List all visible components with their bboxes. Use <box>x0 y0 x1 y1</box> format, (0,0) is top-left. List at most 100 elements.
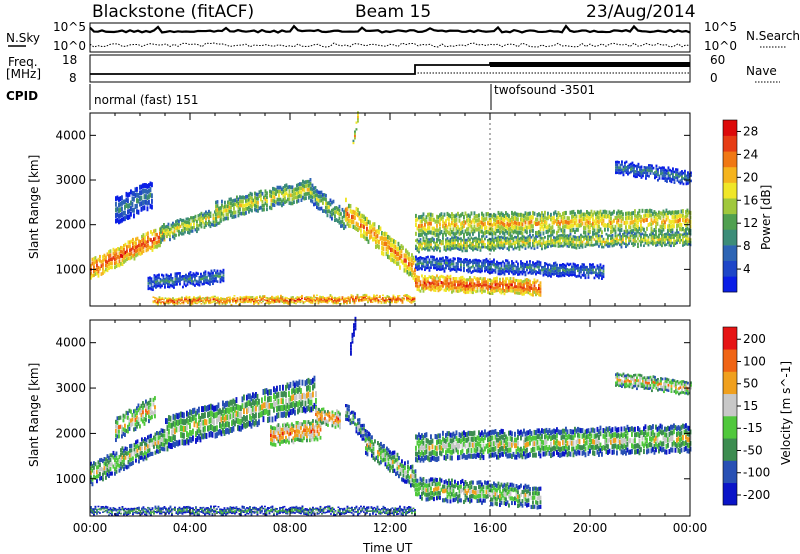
range-cell <box>190 298 192 301</box>
range-cell <box>662 227 665 232</box>
range-cell <box>542 273 545 277</box>
range-cell <box>179 280 181 283</box>
range-cell <box>511 237 513 241</box>
range-cell <box>165 281 168 285</box>
range-cell <box>422 216 425 221</box>
range-cell <box>203 277 205 280</box>
range-cell <box>188 228 191 232</box>
range-cell <box>215 274 217 277</box>
range-cell <box>136 203 138 209</box>
range-cell <box>680 227 683 232</box>
range-cell <box>479 265 482 268</box>
range-cell <box>179 298 182 301</box>
range-cell <box>503 267 506 271</box>
range-cell <box>156 232 158 237</box>
range-cell <box>521 289 524 293</box>
range-cell <box>455 217 458 222</box>
range-cell <box>158 281 160 285</box>
range-cell <box>191 279 193 283</box>
range-cell <box>484 283 486 287</box>
range-cell <box>160 446 163 451</box>
range-cell <box>493 212 495 217</box>
range-cell <box>437 289 440 293</box>
range-cell <box>109 453 112 458</box>
range-cell <box>97 265 100 270</box>
range-cell <box>320 300 323 302</box>
range-cell <box>661 211 663 216</box>
range-cell <box>284 299 287 301</box>
range-cell <box>637 220 639 225</box>
range-cell <box>655 229 657 234</box>
range-cell <box>581 265 584 269</box>
range-cell <box>412 299 414 302</box>
range-cell <box>624 164 626 167</box>
range-cell <box>494 213 497 218</box>
range-cell <box>688 172 691 176</box>
range-cell <box>545 262 548 266</box>
range-cell <box>394 296 396 298</box>
range-cell <box>158 284 160 287</box>
range-cell <box>149 276 151 280</box>
range-cell <box>227 200 229 205</box>
range-cell <box>133 213 135 219</box>
range-cell <box>147 279 150 283</box>
range-cell <box>287 298 290 300</box>
range-cell <box>580 218 582 223</box>
range-cell <box>268 303 270 305</box>
range-cell <box>216 200 219 204</box>
range-cell <box>506 212 509 217</box>
range-cell <box>676 179 679 182</box>
range-cell <box>434 261 437 264</box>
range-cell <box>539 281 542 285</box>
range-cell <box>475 277 477 281</box>
range-cell <box>138 454 140 459</box>
range-cell <box>197 283 199 286</box>
colorbar-tick-label: 24 <box>743 147 758 161</box>
range-cell <box>220 301 222 303</box>
range-cell <box>192 272 195 275</box>
range-cell <box>460 237 462 240</box>
range-cell <box>627 167 629 171</box>
range-cell <box>463 223 465 228</box>
range-cell <box>479 241 482 244</box>
range-cell <box>163 429 166 434</box>
range-cell <box>409 298 411 301</box>
range-cell <box>161 225 164 229</box>
range-cell <box>224 208 226 213</box>
range-cell <box>129 462 131 467</box>
range-cell <box>535 290 537 294</box>
range-cell <box>502 241 504 245</box>
range-cell <box>514 264 516 268</box>
colorbar-swatch <box>723 120 737 136</box>
range-cell <box>161 279 163 282</box>
range-cell <box>503 243 506 246</box>
range-cell <box>196 229 198 234</box>
range-cell <box>117 458 119 463</box>
range-cell <box>284 200 286 205</box>
range-cell <box>182 285 184 289</box>
range-cell <box>391 252 394 258</box>
range-cell <box>635 232 638 235</box>
range-cell <box>254 300 257 303</box>
range-cell <box>173 304 176 306</box>
range-cell <box>184 297 186 299</box>
range-cell <box>640 215 642 220</box>
range-cell <box>636 172 638 176</box>
range-cell <box>657 170 659 174</box>
range-cell <box>470 271 473 274</box>
range-cell <box>472 281 474 285</box>
range-cell <box>475 242 477 245</box>
range-cell <box>523 283 525 287</box>
range-cell <box>463 258 465 262</box>
range-cell <box>200 221 203 226</box>
range-cell <box>424 287 426 291</box>
range-cell <box>514 224 516 229</box>
range-cell <box>115 460 118 465</box>
range-cell <box>587 243 590 247</box>
range-cell <box>482 264 485 268</box>
range-cell <box>442 259 444 263</box>
range-cell <box>574 212 576 217</box>
range-cell <box>212 220 215 224</box>
range-cell <box>488 268 491 272</box>
range-cell <box>311 183 314 188</box>
